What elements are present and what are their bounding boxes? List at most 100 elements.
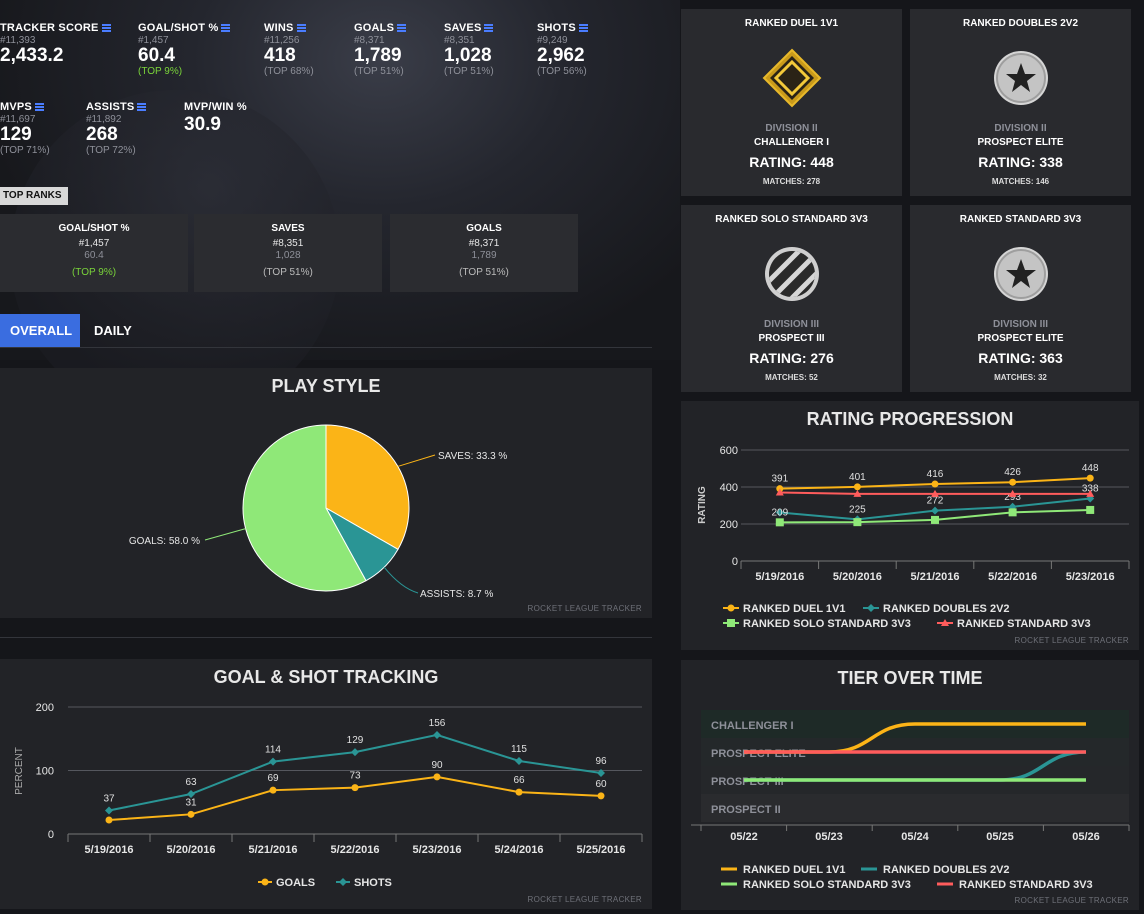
x-tick-label: 5/22/2016: [331, 844, 380, 856]
data-point-goals: [515, 788, 523, 796]
x-tick-label: 5/19/2016: [85, 844, 134, 856]
data-label: 225: [849, 504, 866, 515]
top-ranks-label: TOP RANKS: [0, 187, 68, 205]
tab-bar: OVERALL DAILY: [0, 314, 652, 348]
stat-goals: GOALS #8,371 1,789 (TOP 51%): [354, 22, 407, 77]
play-style-pie-chart: SAVES: 33.3 % ASSISTS: 8.7 % GOALS: 58.0 %: [129, 424, 507, 600]
legend-marker: [941, 619, 949, 626]
data-label: 66: [513, 775, 525, 786]
data-label: 293: [1004, 492, 1021, 503]
legend-label: RANKED DOUBLES 2V2: [883, 864, 1010, 876]
striped-badge-icon: [762, 244, 822, 309]
data-point: [853, 489, 862, 497]
stat-shots: SHOTS #9,249 2,962 (TOP 56%): [537, 22, 588, 77]
pie-connector: [383, 566, 419, 594]
pie-connector: [397, 454, 436, 467]
legend-label: RANKED SOLO STANDARD 3V3: [743, 879, 911, 891]
rating-progression-panel: RATING PROGRESSION 0 200 400 600 RATING 5/19/…: [681, 401, 1139, 650]
legend-label: RANKED DUEL 1V1: [743, 864, 846, 876]
x-tick-label: 5/20/2016: [833, 571, 882, 583]
data-label: 60: [595, 779, 607, 790]
x-tick-label: 05/26: [1072, 831, 1100, 843]
list-icon[interactable]: [296, 24, 306, 33]
data-point: [775, 488, 784, 496]
star-badge-icon: [991, 48, 1051, 113]
data-label: 156: [429, 718, 446, 729]
list-icon[interactable]: [484, 24, 494, 33]
stat-goal-shot: GOAL/SHOT % #1,457 60.4 (TOP 9%): [138, 22, 231, 77]
list-icon[interactable]: [397, 24, 407, 33]
y-axis-label: RATING: [697, 486, 708, 524]
data-point: [1086, 489, 1095, 497]
x-tick-label: 5/22/2016: [988, 571, 1037, 583]
x-tick-label: 5/23/2016: [1066, 571, 1115, 583]
watermark: ROCKET LEAGUE TRACKER: [527, 604, 642, 613]
x-tick-label: 05/24: [901, 831, 929, 843]
tier-band: [701, 794, 1129, 822]
top-rank-card: GOAL/SHOT % #1,457 60.4 (TOP 9%): [0, 214, 188, 292]
x-tick-label: 5/24/2016: [495, 844, 544, 856]
goal-shot-panel: GOAL & SHOT TRACKING 0 100 200 PERCENT 5/19/…: [0, 659, 652, 909]
list-icon[interactable]: [137, 103, 147, 112]
stat-mvp-win: MVP/WIN % 30.9: [184, 101, 247, 135]
watermark: ROCKET LEAGUE TRACKER: [527, 895, 642, 904]
list-icon[interactable]: [221, 24, 231, 33]
data-label: 114: [265, 745, 281, 756]
x-tick-label: 05/23: [815, 831, 843, 843]
stat-tracker-score: TRACKER SCORE #11,393 2,433.2: [0, 22, 111, 66]
data-label: 96: [595, 756, 607, 767]
legend-label: RANKED DUEL 1V1: [743, 603, 846, 615]
data-point: [931, 506, 939, 515]
ranked-card-standard: RANKED STANDARD 3V3 DIVISION III PROSPEC…: [910, 205, 1131, 392]
legend-marker: [261, 878, 269, 886]
data-point-shots: [105, 806, 113, 815]
data-point: [775, 518, 784, 527]
data-label: 401: [849, 472, 866, 483]
x-tick-label: 5/19/2016: [755, 571, 804, 583]
play-style-title: PLAY STYLE: [271, 376, 381, 396]
pie-label: ASSISTS: 8.7 %: [420, 589, 493, 600]
list-icon[interactable]: [34, 103, 44, 112]
data-point-shots: [597, 769, 605, 778]
pie-slice-saves: [325, 424, 410, 551]
tier-over-time-title: TIER OVER TIME: [837, 668, 983, 688]
tab-daily[interactable]: DAILY: [94, 323, 132, 338]
data-label: 115: [511, 744, 527, 755]
stat-mvps: MVPS #11,697 129 (TOP 71%): [0, 101, 50, 156]
list-icon[interactable]: [101, 24, 111, 33]
legend-label: RANKED STANDARD 3V3: [957, 618, 1091, 630]
rating-progression-title: RATING PROGRESSION: [806, 409, 1014, 429]
data-point: [853, 483, 861, 491]
tier-over-time-panel: TIER OVER TIME CHALLENGER I PROSPECT ELIT…: [681, 660, 1139, 910]
y-tick-label: 200: [36, 702, 54, 714]
tier-label: CHALLENGER I: [711, 720, 794, 732]
data-label: 272: [927, 496, 944, 507]
watermark: ROCKET LEAGUE TRACKER: [1014, 896, 1129, 905]
data-point: [1008, 508, 1017, 517]
list-icon[interactable]: [578, 24, 588, 33]
data-label: 69: [267, 773, 279, 784]
stat-assists: ASSISTS #11,892 268 (TOP 72%): [86, 101, 147, 156]
tab-overall[interactable]: OVERALL: [0, 314, 80, 347]
data-point-shots: [515, 756, 523, 765]
data-point: [775, 508, 784, 517]
y-tick-label: 400: [720, 482, 738, 494]
data-point-goals: [269, 786, 277, 794]
data-point-shots: [351, 748, 359, 757]
y-axis-label: PERCENT: [14, 747, 25, 795]
data-label: 448: [1082, 463, 1099, 474]
legend-label: RANKED SOLO STANDARD 3V3: [743, 618, 911, 630]
x-tick-label: 5/21/2016: [249, 844, 298, 856]
legend-label: RANKED STANDARD 3V3: [959, 879, 1093, 891]
data-point-goals: [597, 792, 605, 800]
top-rank-card: GOALS #8,371 1,789 (TOP 51%): [390, 214, 578, 292]
legend-marker: [727, 604, 735, 612]
x-tick-label: 5/23/2016: [413, 844, 462, 856]
ranked-card-solo-standard: RANKED SOLO STANDARD 3V3 DIVISION III PR…: [681, 205, 902, 392]
data-point-goals: [433, 773, 441, 781]
stat-wins: WINS #11,256 418 (TOP 68%): [264, 22, 314, 77]
goal-shot-chart: 0 100 200 PERCENT 5/19/2016 5/20/2016 5/21/201…: [14, 702, 643, 889]
divider: [0, 637, 652, 638]
data-point-shots: [433, 730, 441, 739]
legend-label: GOALS: [276, 877, 315, 889]
